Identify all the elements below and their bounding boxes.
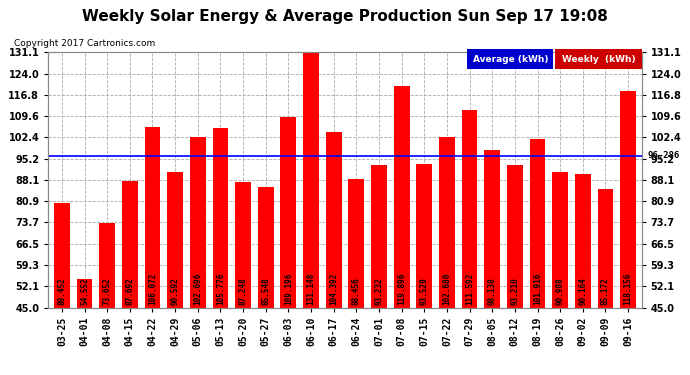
Text: 96.286: 96.286 — [648, 151, 680, 160]
Text: 98.130: 98.130 — [488, 278, 497, 305]
Text: 93.232: 93.232 — [375, 278, 384, 305]
Text: 131.148: 131.148 — [306, 273, 315, 305]
Bar — [167, 172, 183, 308]
Text: 111.592: 111.592 — [465, 273, 474, 305]
Bar — [99, 223, 115, 308]
Text: 87.692: 87.692 — [126, 278, 135, 305]
Text: 93.520: 93.520 — [420, 278, 428, 305]
Bar — [598, 189, 613, 308]
Bar — [326, 132, 342, 308]
Bar — [530, 139, 545, 308]
Text: 88.456: 88.456 — [352, 278, 361, 305]
Text: 118.156: 118.156 — [624, 273, 633, 305]
Bar — [122, 181, 138, 308]
Bar — [213, 128, 228, 308]
Bar — [552, 171, 568, 308]
Text: 104.392: 104.392 — [329, 273, 338, 305]
Text: Copyright 2017 Cartronics.com: Copyright 2017 Cartronics.com — [14, 39, 155, 48]
Bar — [575, 174, 591, 308]
Text: 101.916: 101.916 — [533, 273, 542, 305]
Bar — [145, 127, 160, 308]
Text: Weekly Solar Energy & Average Production Sun Sep 17 19:08: Weekly Solar Energy & Average Production… — [82, 9, 608, 24]
Text: 93.210: 93.210 — [511, 278, 520, 305]
Text: 85.548: 85.548 — [262, 278, 270, 305]
Bar — [235, 182, 251, 308]
Bar — [620, 91, 636, 308]
Text: 109.196: 109.196 — [284, 273, 293, 305]
Text: 119.896: 119.896 — [397, 273, 406, 305]
Bar — [394, 86, 410, 308]
Text: 102.696: 102.696 — [193, 273, 202, 305]
Bar — [416, 164, 432, 308]
Text: Average (kWh): Average (kWh) — [473, 54, 548, 63]
Bar — [258, 188, 274, 308]
Bar — [54, 202, 70, 308]
Bar — [507, 165, 523, 308]
Text: 106.072: 106.072 — [148, 273, 157, 305]
Text: 105.776: 105.776 — [216, 273, 225, 305]
Text: 80.452: 80.452 — [57, 278, 66, 305]
Bar — [462, 110, 477, 308]
Bar — [371, 165, 387, 308]
Bar — [439, 136, 455, 308]
Bar — [484, 150, 500, 308]
Bar — [348, 179, 364, 308]
Bar — [190, 136, 206, 308]
Text: 85.172: 85.172 — [601, 278, 610, 305]
Text: 90.164: 90.164 — [578, 278, 587, 305]
Text: 54.552: 54.552 — [80, 278, 89, 305]
Text: 90.592: 90.592 — [170, 278, 179, 305]
Text: Weekly  (kWh): Weekly (kWh) — [562, 54, 635, 63]
Text: 90.908: 90.908 — [555, 278, 564, 305]
Text: 102.680: 102.680 — [442, 273, 451, 305]
Text: 73.652: 73.652 — [103, 278, 112, 305]
Text: 87.248: 87.248 — [239, 278, 248, 305]
Bar — [77, 279, 92, 308]
Bar — [303, 53, 319, 308]
Bar — [280, 117, 296, 308]
